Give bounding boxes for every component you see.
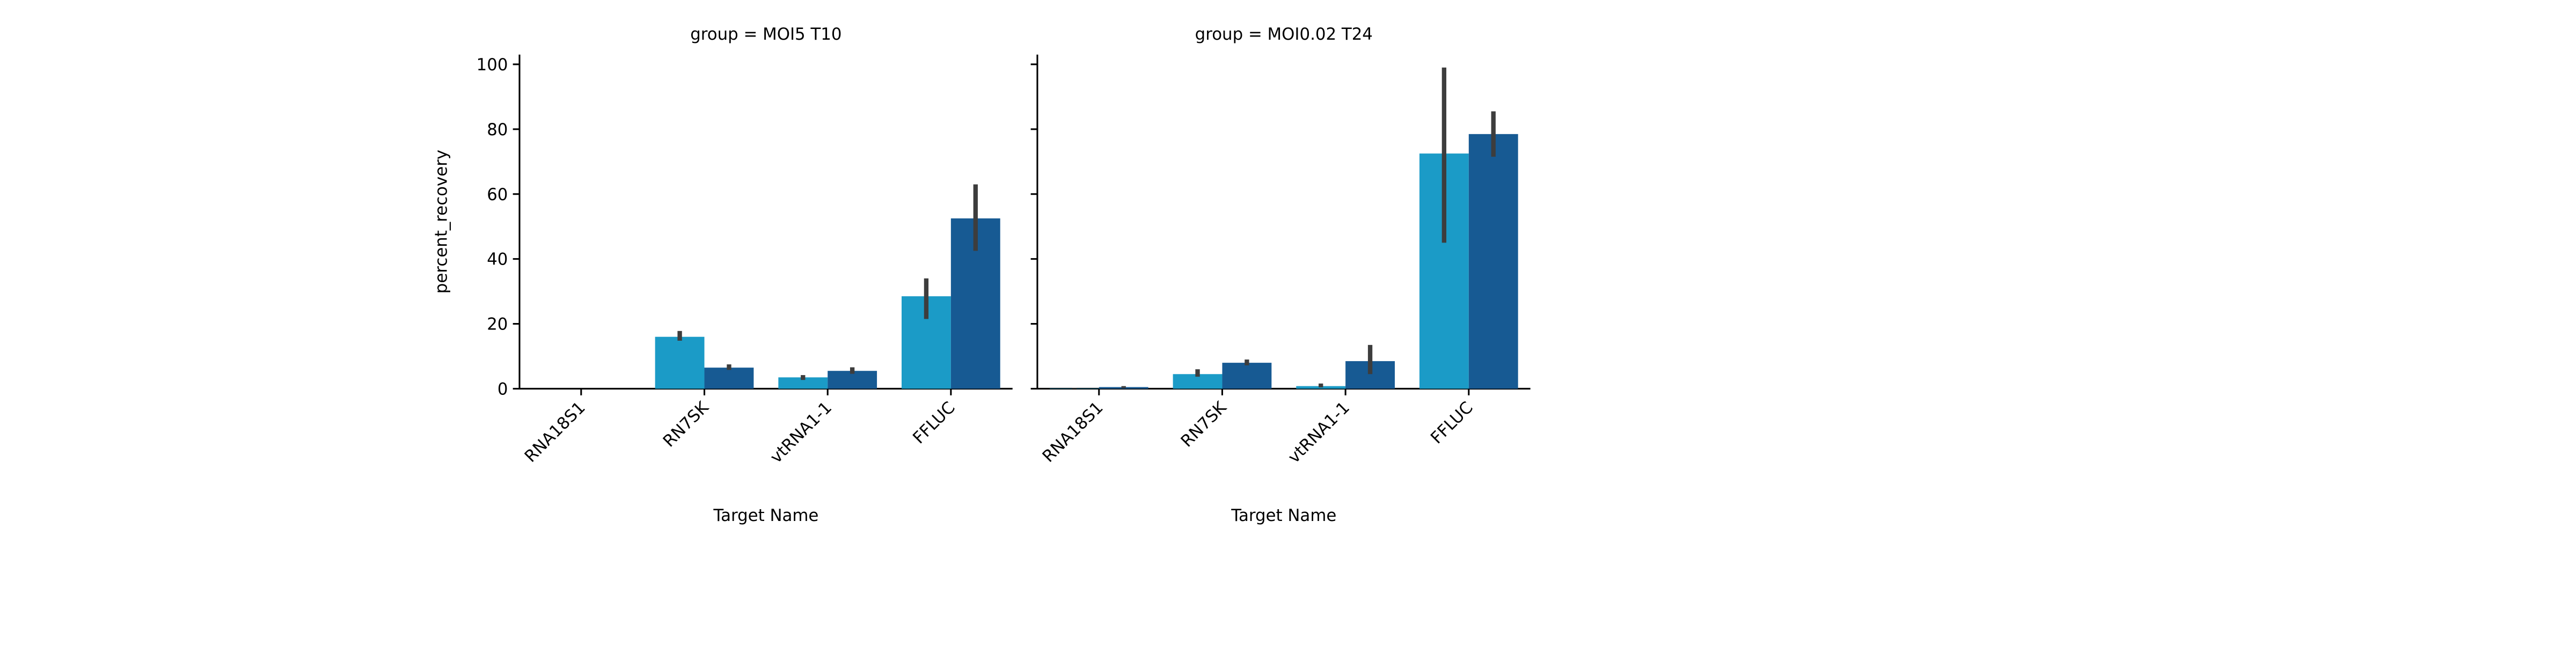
panel-1-bar-RN7SK-series-1 (655, 336, 705, 389)
y-tick-label: 80 (487, 120, 508, 140)
panel-2-x-tick-label: FFLUC (1427, 398, 1477, 448)
y-axis-label: percent_recovery (431, 150, 451, 293)
panel-1-bar-vtRNA1-1-series-2 (828, 371, 877, 389)
panel-2-title: group = MOI0.02 T24 (1195, 25, 1373, 44)
panel-1-x-tick-label: vtRNA1-1 (766, 398, 836, 467)
panel-1-x-axis-label: Target Name (713, 506, 818, 525)
panel-1-x-tick-label: FFLUC (909, 398, 959, 448)
y-tick-label: 40 (487, 250, 508, 269)
y-tick-label: 0 (497, 380, 508, 399)
panel-2-bar-RN7SK-series-2 (1222, 363, 1272, 389)
panel-1-title: group = MOI5 T10 (690, 25, 841, 44)
panel-1-x-tick-label: RN7SK (660, 398, 713, 451)
panel-2-x-axis-label: Target Name (1231, 506, 1336, 525)
panel-2-x-tick-label: vtRNA1-1 (1284, 398, 1353, 467)
y-tick-label: 20 (487, 315, 508, 334)
panel-1-x-tick-label: RNA18S1 (521, 398, 589, 466)
panel-2-x-tick-label: RNA18S1 (1038, 398, 1107, 466)
panel-1-bar-vtRNA1-1-series-1 (778, 377, 828, 389)
panel-1-bar-RN7SK-series-2 (704, 368, 754, 389)
panel-2-x-tick-label: RN7SK (1177, 398, 1230, 451)
y-tick-label: 60 (487, 185, 508, 204)
y-tick-label: 100 (477, 55, 508, 75)
panel-2-bar-FFLUC-series-2 (1468, 134, 1518, 389)
